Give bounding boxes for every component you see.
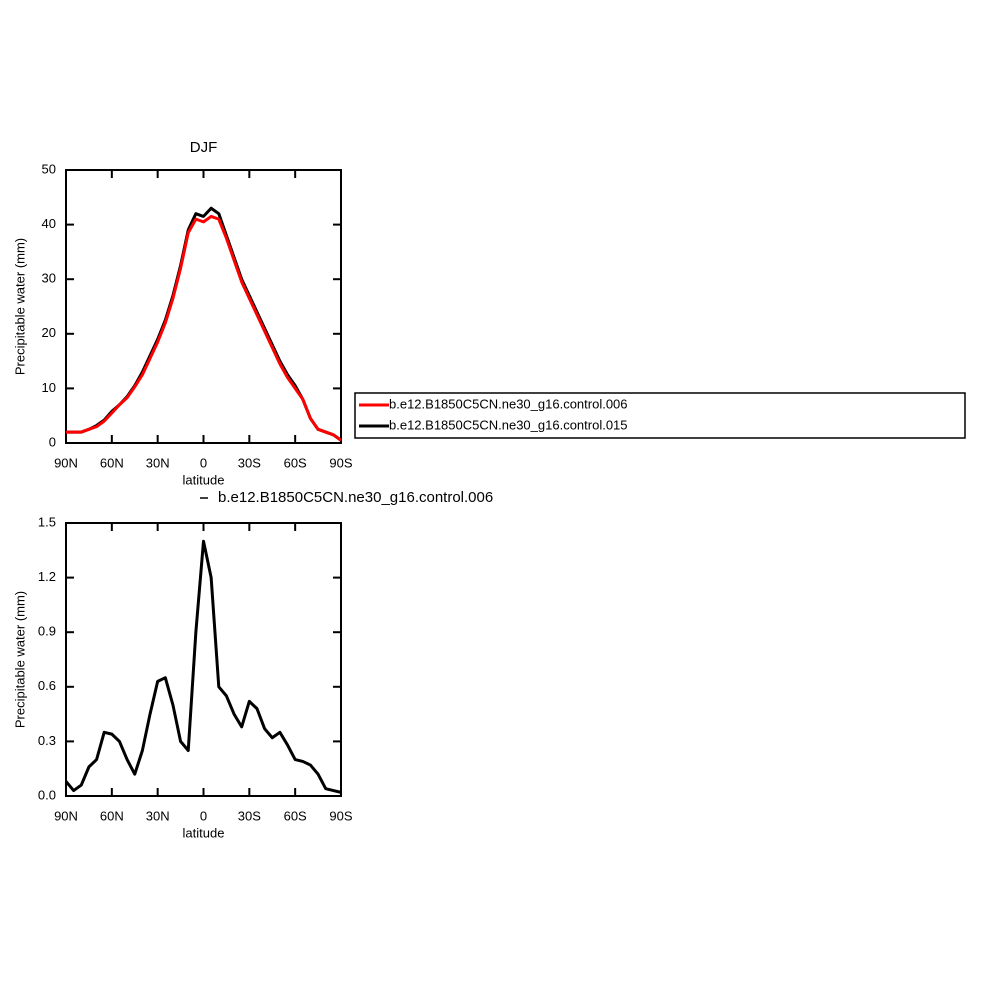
x-tick-label: 30S [238, 455, 261, 470]
x-tick-label: 30S [238, 808, 261, 823]
y-tick-label: 0.3 [38, 733, 56, 748]
x-tick-label: 0 [200, 808, 207, 823]
x-tick-label: 60S [284, 808, 307, 823]
chart-title: DJF [190, 139, 218, 156]
series-line [66, 206, 342, 442]
y-tick-label: 30 [42, 271, 56, 286]
legend-label: b.e12.B1850C5CN.ne30_g16.control.006 [389, 396, 628, 411]
y-tick-label: 10 [42, 380, 56, 395]
x-tick-label: 90S [329, 455, 352, 470]
x-tick-label: 90N [54, 455, 78, 470]
legend-label: b.e12.B1850C5CN.ne30_g16.control.015 [389, 417, 628, 432]
y-axis-label: Precipitable water (mm) [12, 591, 27, 728]
x-tick-label: 90N [54, 808, 78, 823]
x-tick-label: 60S [284, 455, 307, 470]
x-axis-label: latitude [183, 472, 225, 487]
y-tick-label: 1.5 [38, 514, 56, 529]
x-tick-label: 60N [100, 455, 124, 470]
y-tick-label: 1.2 [38, 569, 56, 584]
y-tick-label: 40 [42, 216, 56, 231]
legend-box [354, 392, 966, 439]
y-tick-label: 0 [49, 434, 56, 449]
series-line [66, 214, 342, 442]
x-tick-label: 30N [146, 808, 170, 823]
x-tick-label: 60N [100, 808, 124, 823]
y-tick-label: 50 [42, 161, 56, 176]
x-tick-label: 30N [146, 455, 170, 470]
x-tick-label: 0 [200, 455, 207, 470]
x-tick-label: 90S [329, 808, 352, 823]
y-tick-label: 0.6 [38, 678, 56, 693]
legend-label: b.e12.B1850C5CN.ne30_g16.control.006 [218, 489, 493, 506]
plot-frame [65, 169, 342, 444]
y-axis-label: Precipitable water (mm) [12, 238, 27, 375]
series-line [64, 539, 342, 794]
x-axis-label: latitude [183, 825, 225, 840]
plot-frame [65, 522, 342, 797]
y-tick-label: 0.9 [38, 624, 56, 639]
y-tick-label: 20 [42, 325, 56, 340]
y-tick-label: 0.0 [38, 787, 56, 802]
